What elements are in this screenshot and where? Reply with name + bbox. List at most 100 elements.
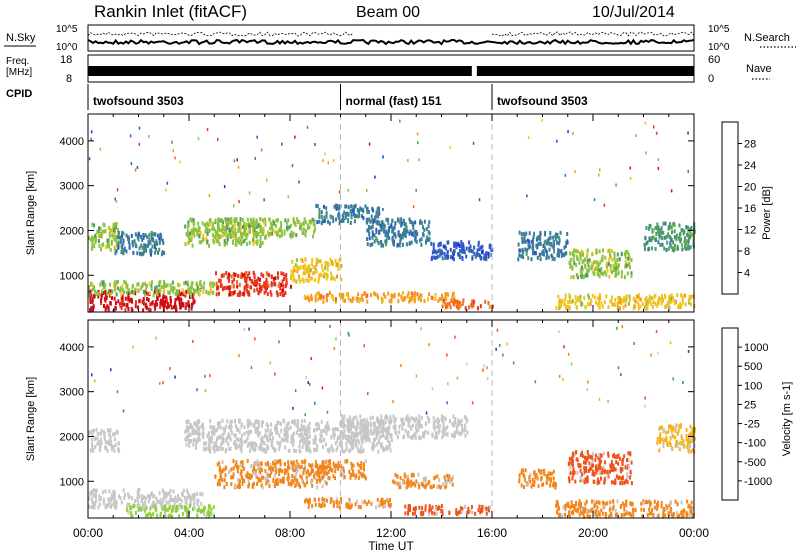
echo-cell-5 [247,484,250,489]
echo-speck [99,147,102,151]
echo-cell-10 [610,460,613,464]
echo-cell-3 [197,418,200,423]
echo-cell-3 [189,423,192,427]
noise-panel: N.Sky 10^5 10^0 10^5 10^0 N.Search [4,24,796,53]
echo-cell-0 [153,290,156,295]
echo-cell-6 [263,290,266,295]
echo-cell-3 [119,235,121,240]
echo-cell-3 [272,436,274,441]
echo-cell-14 [624,264,627,269]
echo-cell-15 [658,296,660,301]
echo-cell-6 [346,459,349,463]
echo-cell-0 [107,497,110,502]
echo-cell-4 [455,424,458,429]
echo-cell-4 [463,423,466,428]
echo-cell-1 [140,286,143,291]
echo-cell-15 [636,294,639,299]
echo-cell-10 [571,476,574,481]
echo-cell-13 [544,230,546,235]
echo-cell-4 [202,233,205,238]
echo-cell-0 [142,308,145,313]
echo-cell-5 [295,482,298,487]
echo-cell-4 [414,435,417,440]
echo-cell-0 [141,504,144,509]
echo-cell-3 [326,421,329,425]
echo-cell-5 [299,484,302,489]
echo-cell-7 [337,263,340,268]
echo-cell-0 [109,496,112,501]
echo-cell-15 [646,299,649,304]
echo-cell-7 [294,263,297,268]
echo-cell-3 [320,429,323,434]
echo-cell-3 [249,421,252,426]
echo-cell-5 [234,463,237,468]
echo-cell-9 [371,242,374,247]
echo-cell-14 [626,271,629,276]
echo-cell-3 [333,435,336,440]
y-tick-label: 2000 [60,225,84,237]
echo-cell-5 [324,479,326,484]
echo-cell-4 [386,435,389,440]
echo-cell-7 [444,484,447,489]
echo-cell-3 [260,423,263,428]
echo-cell-1 [144,292,147,297]
echo-cell-3 [296,419,299,424]
echo-cell-4 [192,231,195,236]
echo-cell-10 [588,454,591,459]
echo-speck [603,203,606,207]
echo-cell-1 [106,449,109,453]
echo-cell-0 [104,504,107,509]
echo-cell-7 [315,262,318,267]
echo-cell-1 [128,288,131,293]
echo-cell-10 [490,247,493,252]
echo-cell-14 [617,265,619,270]
echo-cell-9 [427,238,430,242]
echo-cell-12 [468,305,470,310]
echo-cell-4 [352,420,355,425]
echo-cell-6 [234,272,237,277]
echo-cell-5 [230,217,233,222]
echo-cell-0 [157,289,160,294]
echo-cell-7 [296,269,299,274]
echo-cell-12 [640,501,643,506]
echo-cell-9 [448,511,451,516]
echo-cell-4 [417,420,420,425]
echo-cell-13 [525,251,528,256]
echo-cell-14 [593,260,596,265]
echo-cell-4 [218,242,221,247]
echo-cell-12 [616,499,619,504]
echo-cell-8 [321,503,324,508]
echo-cell-16 [663,246,666,251]
echo-cell-5 [289,481,292,486]
echo-cell-2 [143,508,146,513]
echo-cell-1 [196,286,199,291]
echo-cell-7 [294,268,297,273]
echo-speck [256,135,258,139]
echo-cell-10 [582,471,585,476]
echo-speck [90,130,93,134]
echo-cell-3 [338,442,341,447]
echo-cell-8 [318,219,321,224]
echo-cell-4 [192,220,195,225]
echo-cell-3 [228,434,231,439]
echo-cell-13 [529,244,532,249]
echo-cell-3 [151,244,154,249]
echo-cell-2 [147,512,149,517]
echo-cell-5 [261,217,264,222]
echo-cell-4 [443,415,446,420]
echo-cell-8 [347,205,350,210]
echo-cell-4 [406,414,409,419]
freq-label-line1: Freq. [6,56,29,67]
echo-cell-4 [359,425,361,430]
echo-cell-10 [481,250,483,255]
echo-cell-7 [330,261,333,266]
echo-cell-4 [398,430,401,434]
echo-cell-5 [321,484,324,489]
echo-cell-11 [338,292,341,297]
echo-cell-1 [150,284,153,289]
echo-cell-14 [569,257,572,262]
echo-cell-1 [209,282,212,287]
echo-cell-2 [105,245,108,249]
echo-cell-11 [531,477,534,482]
echo-cell-3 [238,429,241,434]
